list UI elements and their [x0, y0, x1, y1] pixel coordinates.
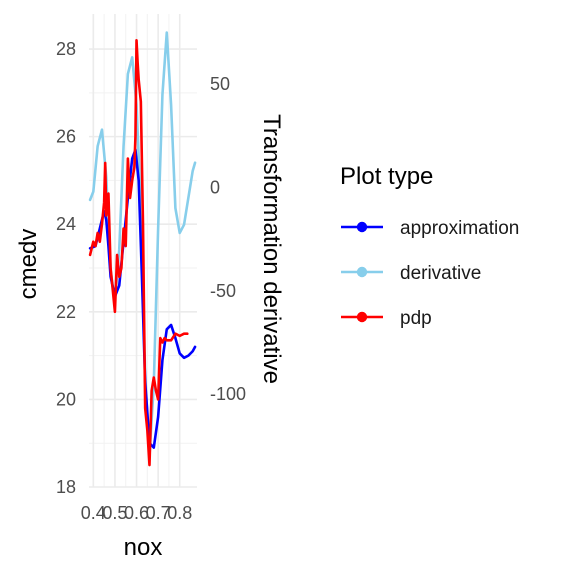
legend-label: pdp: [400, 308, 432, 329]
y-axis-title: cmedv: [15, 229, 42, 300]
y-tick-label: 20: [56, 389, 76, 409]
x-tick-label: 0.4: [81, 503, 106, 523]
y-tick-label: 28: [56, 39, 76, 59]
y2-axis-title: Transformation derivative: [258, 114, 285, 384]
legend-item-derivative: derivative: [341, 263, 481, 284]
legend-swatch-point: [356, 266, 368, 278]
y-axis-ticks: 18 20 22 24 26 28: [56, 39, 76, 497]
legend-label: approximation: [400, 218, 519, 239]
legend-items: approximation derivative pdp: [341, 218, 519, 329]
y2-tick-label: -50: [210, 281, 236, 301]
y2-tick-label: 0: [210, 178, 220, 198]
legend-label: derivative: [400, 263, 481, 284]
x-tick-label: 0.6: [124, 503, 149, 523]
y2-axis-ticks: 50 0 -50 -100: [210, 74, 246, 404]
legend-item-approximation: approximation: [341, 218, 519, 239]
x-axis-title: nox: [124, 534, 163, 561]
legend-item-pdp: pdp: [341, 308, 432, 329]
y-tick-label: 24: [56, 214, 76, 234]
legend-title: Plot type: [340, 163, 433, 190]
y-tick-label: 22: [56, 302, 76, 322]
x-tick-label: 0.5: [102, 503, 127, 523]
legend-swatch-point: [356, 311, 368, 323]
y2-tick-label: -100: [210, 384, 246, 404]
x-tick-label: 0.7: [146, 503, 171, 523]
series-line-pdp: [88, 38, 189, 467]
y-tick-label: 18: [56, 477, 76, 497]
y2-tick-label: 50: [210, 74, 230, 94]
y-tick-label: 26: [56, 127, 76, 147]
series-lines: [88, 31, 197, 467]
legend: Plot type approximation derivative pdp: [340, 163, 519, 329]
series-line-approximation: [88, 148, 197, 449]
x-axis-ticks: 0.40.50.60.70.8: [81, 503, 192, 523]
legend-swatch-point: [356, 221, 368, 233]
x-tick-label: 0.8: [167, 503, 192, 523]
